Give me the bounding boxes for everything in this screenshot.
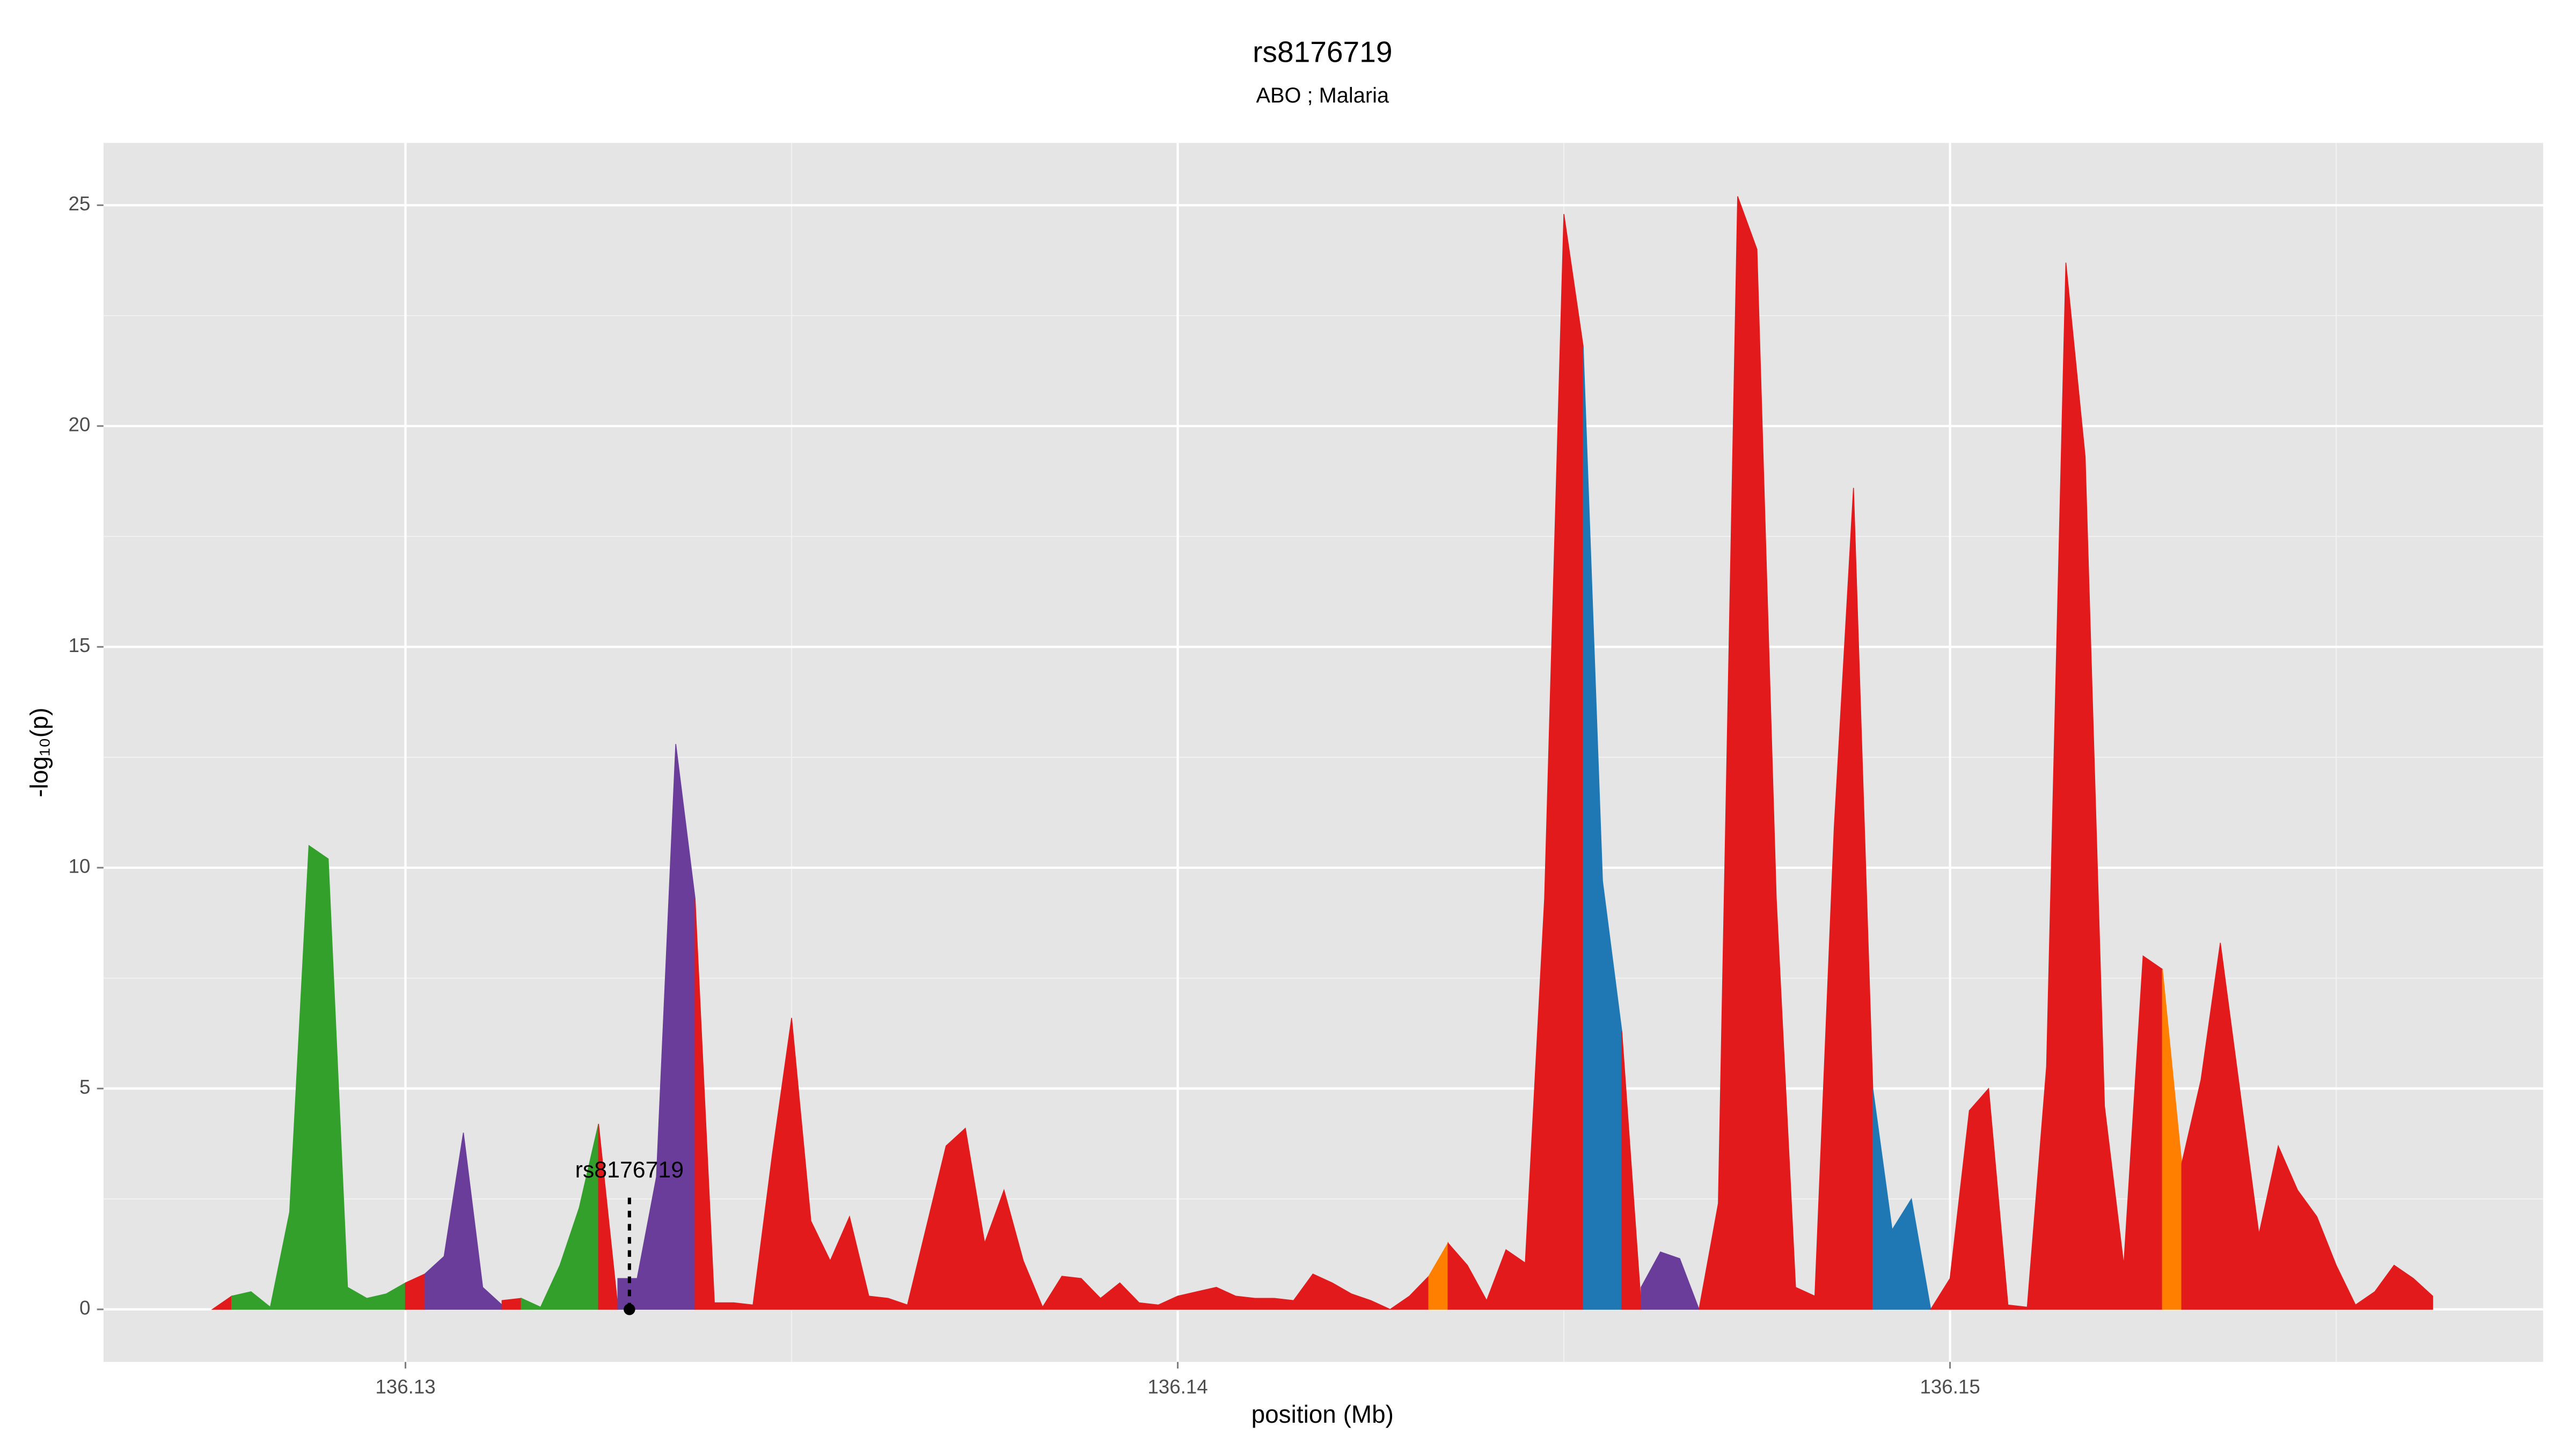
- y-tick-label: 5: [79, 1076, 90, 1098]
- x-axis-label: position (Mb): [1252, 1400, 1394, 1428]
- y-axis-label: -log₁₀(p): [25, 707, 53, 797]
- x-tick-label: 136.14: [1147, 1375, 1208, 1397]
- x-tick-label: 136.13: [375, 1375, 435, 1397]
- annotation-label: rs8176719: [575, 1157, 684, 1183]
- y-tick-label: 20: [69, 414, 91, 436]
- area-segment: [501, 1298, 522, 1310]
- y-tick-label: 0: [79, 1297, 90, 1319]
- y-tick-label: 15: [69, 634, 91, 656]
- grid: [103, 143, 2543, 1362]
- axes: 136.13 136.14 136.15 0 5 10 15 20 25: [69, 193, 1980, 1397]
- area-segment: [2181, 942, 2433, 1310]
- annotation-point: [624, 1304, 635, 1315]
- y-tick-label: 10: [69, 855, 91, 877]
- chart-subtitle: ABO ; Malaria: [1256, 84, 1389, 107]
- area-segment: [1872, 1088, 1931, 1310]
- chart-title: rs8176719: [1253, 35, 1392, 69]
- area-segment: [1583, 346, 1622, 1310]
- y-tick-label: 25: [69, 193, 91, 215]
- areas: rs8176719: [211, 196, 2433, 1315]
- area-segment: [1930, 262, 2163, 1310]
- x-tick-label: 136.15: [1920, 1375, 1980, 1397]
- area-segment: [694, 898, 1430, 1310]
- area-segment: [1641, 1251, 1700, 1310]
